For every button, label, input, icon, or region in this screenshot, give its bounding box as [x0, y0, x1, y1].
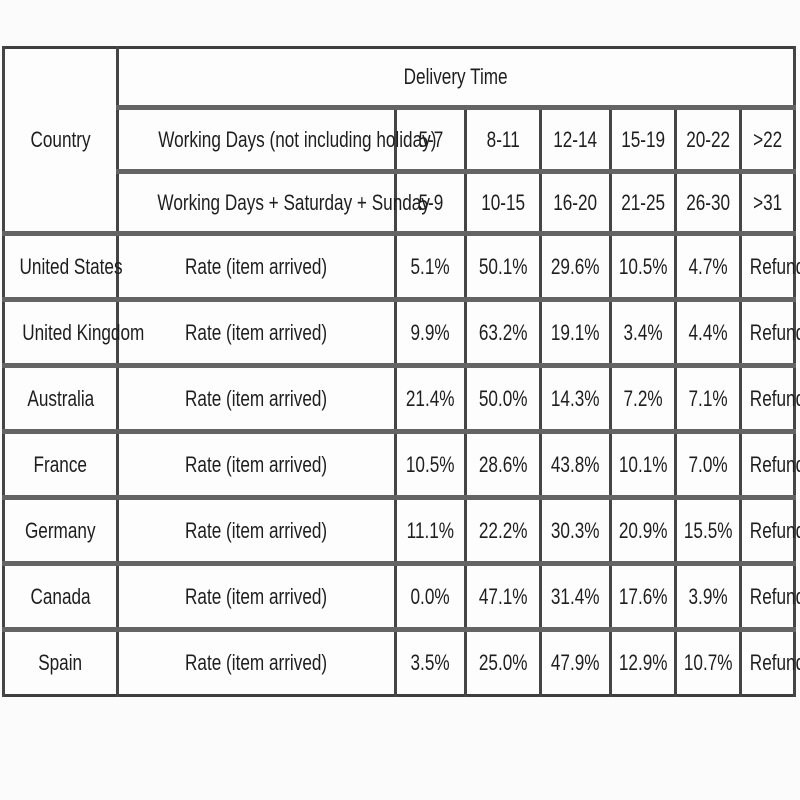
table-row-spain: Spain Rate (item arrived) 3.5% 25.0% 47.…: [2, 629, 800, 696]
rate-value-cell: 0.0%: [394, 563, 467, 632]
table-row-australia: Australia Rate (item arrived) 21.4% 50.0…: [2, 365, 800, 434]
range-cell: 10-15: [464, 171, 542, 236]
refund-cell: Refund: [738, 563, 800, 632]
rate-label-cell: Rate (item arrived): [116, 299, 397, 368]
rate-value-cell: 3.9%: [674, 563, 742, 632]
rate-label-cell: Rate (item arrived): [116, 365, 397, 434]
rate-value-cell: 25.0%: [464, 629, 542, 696]
refund-cell: Refund: [738, 299, 800, 368]
country-cell: Australia: [2, 365, 119, 434]
rate-value-cell: 10.1%: [609, 431, 677, 500]
rate-value-cell: 7.2%: [609, 365, 677, 434]
range-cell: >22: [738, 107, 797, 174]
range-cell: 5-7: [394, 107, 467, 174]
rate-value-cell: 31.4%: [539, 563, 612, 632]
refund-cell: Refund: [738, 497, 800, 566]
range-cell: 8-11: [464, 107, 542, 174]
rate-label-cell: Rate (item arrived): [116, 629, 397, 696]
header-row-working-days: Working Days (not including holiday) 5-7…: [4, 107, 797, 174]
table-row-germany: Germany Rate (item arrived) 11.1% 22.2% …: [2, 497, 800, 566]
header-cell-country: Country: [2, 47, 119, 236]
rate-value-cell: 7.1%: [674, 365, 742, 434]
rate-value-cell: 3.4%: [609, 299, 677, 368]
rate-value-cell: 14.3%: [539, 365, 612, 434]
table-row-france: France Rate (item arrived) 10.5% 28.6% 4…: [2, 431, 800, 500]
refund-cell: Refund: [738, 629, 800, 696]
rate-value-cell: 63.2%: [464, 299, 542, 368]
rate-value-cell: 20.9%: [609, 497, 677, 566]
range-cell: 26-30: [674, 171, 742, 236]
country-cell: Germany: [2, 497, 119, 566]
rate-value-cell: 50.0%: [464, 365, 542, 434]
header-row-working-days-weekend: Working Days + Saturday + Sunday 5-9 10-…: [4, 171, 797, 236]
range-cell: 5-9: [394, 171, 467, 236]
table-row-canada: Canada Rate (item arrived) 0.0% 47.1% 31…: [2, 563, 800, 632]
rate-label-cell: Rate (item arrived): [116, 563, 397, 632]
rate-value-cell: 7.0%: [674, 431, 742, 500]
range-cell: 12-14: [539, 107, 612, 174]
country-cell: Canada: [2, 563, 119, 632]
table-row-united-kingdom: United Kingdom Rate (item arrived) 9.9% …: [2, 299, 800, 368]
rate-value-cell: 43.8%: [539, 431, 612, 500]
rate-label-cell: Rate (item arrived): [116, 431, 397, 500]
range-cell: >31: [738, 171, 797, 236]
refund-cell: Refund: [738, 233, 800, 302]
range-cell: 20-22: [674, 107, 742, 174]
rate-value-cell: 4.4%: [674, 299, 742, 368]
rate-value-cell: 21.4%: [394, 365, 467, 434]
country-cell: United Kingdom: [2, 299, 144, 368]
rate-value-cell: 4.7%: [674, 233, 742, 302]
working-days-label-cell: Working Days (not including holiday): [116, 107, 436, 174]
delivery-time-title: Delivery Time: [404, 64, 508, 89]
rate-value-cell: 15.5%: [674, 497, 742, 566]
rate-value-cell: 47.9%: [539, 629, 612, 696]
rate-value-cell: 17.6%: [609, 563, 677, 632]
header-row-title: Country Delivery Time: [2, 47, 797, 236]
range-cell: 21-25: [609, 171, 677, 236]
rate-value-cell: 5.1%: [394, 233, 467, 302]
header-cell-delivery-time: Delivery Time: [115, 47, 797, 110]
range-cell: 15-19: [609, 107, 677, 174]
weekend-days-label-cell: Working Days + Saturday + Sunday: [116, 171, 430, 236]
range-cell: 16-20: [539, 171, 612, 236]
rate-value-cell: 9.9%: [394, 299, 467, 368]
country-header-label: Country: [30, 127, 91, 152]
rate-value-cell: 12.9%: [609, 629, 677, 696]
rate-value-cell: 22.2%: [464, 497, 542, 566]
rate-value-cell: 47.1%: [464, 563, 542, 632]
rate-value-cell: 30.3%: [539, 497, 612, 566]
rate-value-cell: 10.7%: [674, 629, 742, 696]
rate-value-cell: 3.5%: [394, 629, 467, 696]
rate-value-cell: 11.1%: [394, 497, 467, 566]
table-row-united-states: United States Rate (item arrived) 5.1% 5…: [2, 233, 800, 302]
rate-value-cell: 10.5%: [609, 233, 677, 302]
refund-cell: Refund: [738, 431, 800, 500]
rate-value-cell: 29.6%: [539, 233, 612, 302]
country-cell: Spain: [2, 629, 119, 696]
rate-label-cell: Rate (item arrived): [116, 233, 397, 302]
rate-value-cell: 10.5%: [394, 431, 467, 500]
country-cell: United States: [2, 233, 123, 302]
rate-value-cell: 19.1%: [539, 299, 612, 368]
rate-value-cell: 50.1%: [464, 233, 542, 302]
rate-label-cell: Rate (item arrived): [116, 497, 397, 566]
delivery-time-table: Country Delivery Time Working Days (not …: [2, 46, 800, 697]
rate-value-cell: 28.6%: [464, 431, 542, 500]
refund-cell: Refund: [738, 365, 800, 434]
country-cell: France: [2, 431, 119, 500]
